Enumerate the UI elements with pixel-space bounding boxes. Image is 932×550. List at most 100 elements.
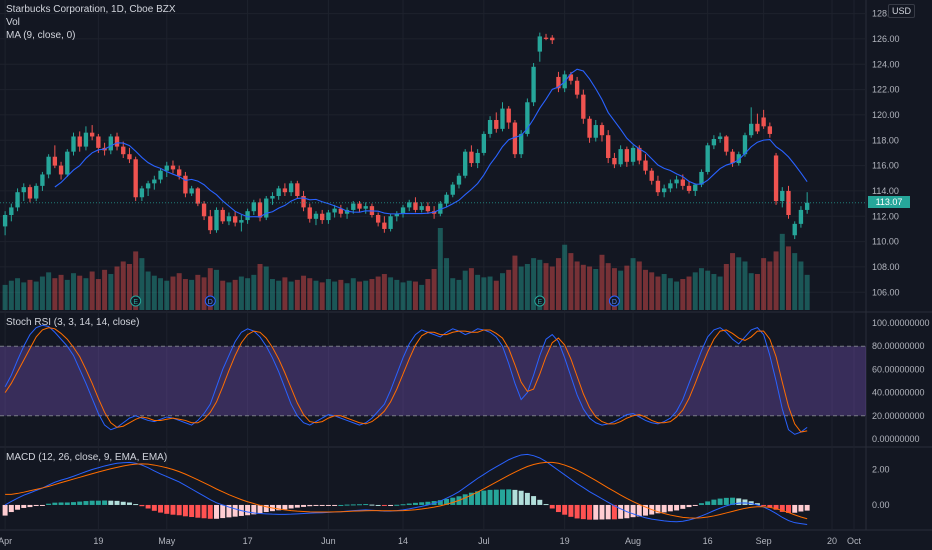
macd-histogram-bar [58,502,64,505]
price-tick-label: 106.00 [872,287,900,297]
candle-body [170,165,176,170]
macd-histogram-bar [599,504,605,520]
volume-bar [543,263,549,310]
macd-histogram-bar [487,489,493,505]
macd-histogram-bar [437,500,443,505]
macd-histogram-bar [276,504,282,511]
macd-histogram-bar [574,504,580,519]
volume-bar [475,274,481,310]
candle-body [518,133,524,155]
currency-badge[interactable]: USD [888,4,916,18]
macd-histogram-bar [64,502,70,505]
macd-histogram-bar [630,504,636,518]
candle-body [780,190,785,202]
stoch-rsi-legend[interactable]: Stoch RSI (3, 3, 14, 14, close) [6,317,140,328]
macd-histogram-bar [580,504,586,520]
volume-bar [593,269,599,310]
macd-histogram-bar [332,504,338,506]
macd-histogram-bar [263,504,269,513]
volume-bar [332,281,338,310]
volume-bar [786,246,791,310]
volume-bar [158,278,164,310]
volume-bar [599,254,605,310]
volume-bar [698,268,704,310]
candle-body [568,74,574,81]
candle-body [152,179,157,184]
volume-bar [661,274,667,310]
volume-bar [611,268,617,310]
volume-bar [226,282,232,310]
candle-body [730,151,735,164]
volume-bar [195,274,201,310]
macd-histogram-bar [207,504,213,519]
stoch-d-line [4,327,808,433]
volume-bar [288,281,294,310]
volume-legend[interactable]: Vol [6,17,20,28]
volume-bar [145,271,151,310]
macd-histogram-bar [779,504,785,512]
macd-histogram-bar [145,504,151,509]
candle-body [40,174,45,186]
volume-bar [307,278,313,310]
macd-histogram-bar [52,502,58,505]
candle-body [556,76,561,89]
candle-body [773,155,779,202]
volume-bar [325,279,331,310]
volume-bar [338,279,344,310]
macd-histogram-bar [555,504,561,513]
candle-body [475,152,480,164]
ma-legend[interactable]: MA (9, close, 0) [6,30,76,41]
macd-histogram-bar [524,492,530,505]
macd-histogram-bar [804,504,810,511]
price-tick-label: 122.00 [872,85,900,95]
volume-bar [8,280,14,310]
macd-histogram-bar [394,504,400,506]
macd-histogram-bar [698,503,704,505]
candle-body [593,125,598,138]
volume-bar [369,279,375,310]
macd-histogram-bar [493,489,499,505]
candle-body [214,209,219,231]
macd-histogram-bar [77,501,83,505]
candle-body [27,187,33,199]
volume-bar [412,281,418,310]
candle-body [201,203,207,217]
candle-body [400,207,406,214]
candle-body [612,158,617,165]
volume-bar [319,282,325,310]
macd-histogram-bar [257,504,263,514]
macd-histogram-bar [126,502,132,505]
candle-body [444,194,449,204]
volume-bar [705,270,711,310]
candle-body [531,66,536,103]
macd-legend[interactable]: MACD (12, 26, close, 9, EMA, EMA) [6,452,168,463]
event-marker-dividend [204,295,216,307]
volume-bar [251,274,257,310]
candle-body [108,136,113,151]
candle-body [388,216,393,229]
macd-histogram-bar [33,504,39,507]
volume-bar [220,280,226,310]
macd-histogram-bar [537,499,543,505]
volume-bar [170,276,176,310]
macd-histogram-bar [518,490,524,505]
macd-histogram-bar [705,501,711,505]
candle-body [630,147,636,162]
candle-body [661,188,667,193]
volume-bar [680,279,686,310]
volume-bar [761,258,767,310]
volume-bar [114,266,120,310]
symbol-legend[interactable]: Starbucks Corporation, 1D, Cboe BZX [6,4,176,15]
macd-histogram-bar [406,503,412,505]
macd-histogram-bar [214,504,219,519]
volume-bar [487,276,493,310]
candle-body [282,188,288,193]
volume-bar [214,269,219,310]
macd-histogram-bar [412,502,418,505]
macd-histogram-bar [450,497,456,505]
macd-histogram-bar [307,504,313,507]
candle-body [643,160,648,171]
volume-bar [257,263,263,310]
candle-body [189,188,194,194]
